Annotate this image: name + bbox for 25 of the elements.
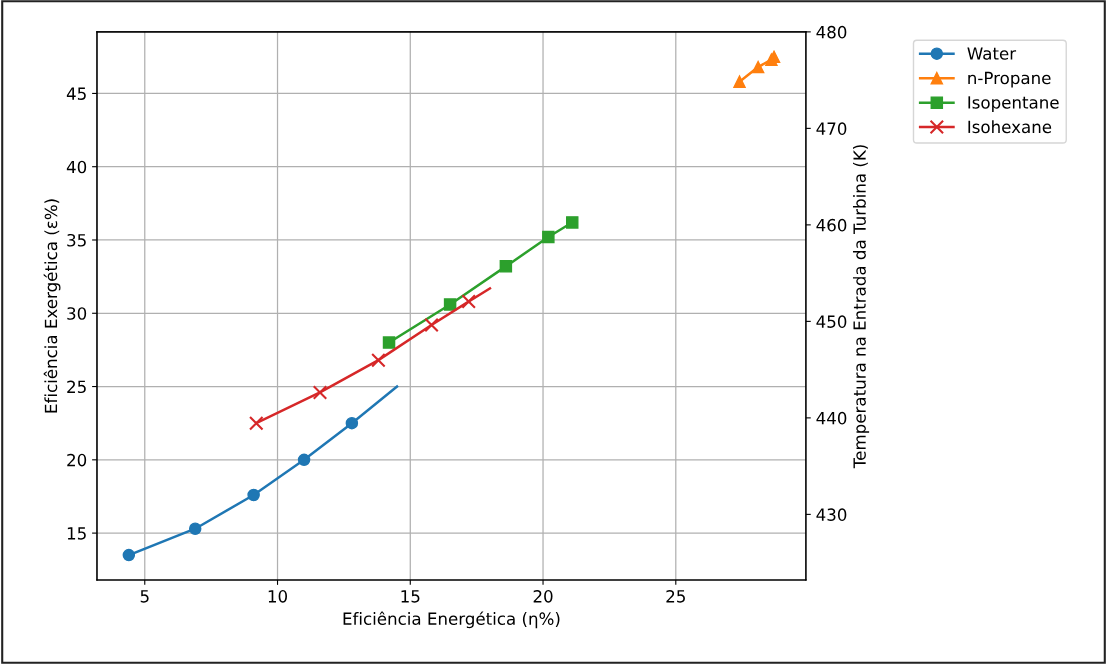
x-tick-label: 25 bbox=[666, 590, 685, 603]
y-axis-title: Eficiência Exergética (ε%) bbox=[43, 199, 61, 413]
y-tick-label: 15 bbox=[67, 527, 86, 540]
y-tick-label: 40 bbox=[66, 160, 87, 174]
y2-tick-label: 450 bbox=[816, 315, 847, 328]
legend-label: n-Propane bbox=[968, 71, 1051, 88]
x-tick-label: 10 bbox=[268, 590, 288, 603]
legend-label: Water bbox=[967, 47, 1017, 60]
legend-label: Isopentane bbox=[968, 96, 1059, 112]
y2-tick-label: 430 bbox=[816, 508, 847, 521]
x-tick-label: 5 bbox=[140, 590, 149, 603]
y2-tick-label: 480 bbox=[816, 25, 847, 39]
y-tick-label: 35 bbox=[67, 233, 86, 247]
y-tick-label: 20 bbox=[67, 453, 87, 467]
x-axis-title: Eficiência Energética (η%) bbox=[343, 611, 560, 629]
y2-tick-label: 470 bbox=[816, 122, 847, 135]
x-tick-label: 20 bbox=[533, 590, 553, 603]
y2-tick-label: 460 bbox=[816, 218, 847, 232]
y-tick-label: 45 bbox=[66, 87, 86, 100]
y2-tick-label: 440 bbox=[816, 411, 847, 425]
x-tick-label: 15 bbox=[401, 590, 420, 603]
y2-axis-title: Temperatura na Entrada da Turbina (K) bbox=[852, 145, 870, 469]
legend-label: Isohexane bbox=[968, 120, 1052, 134]
y-tick-label: 25 bbox=[67, 380, 86, 394]
y-tick-label: 30 bbox=[67, 307, 87, 320]
